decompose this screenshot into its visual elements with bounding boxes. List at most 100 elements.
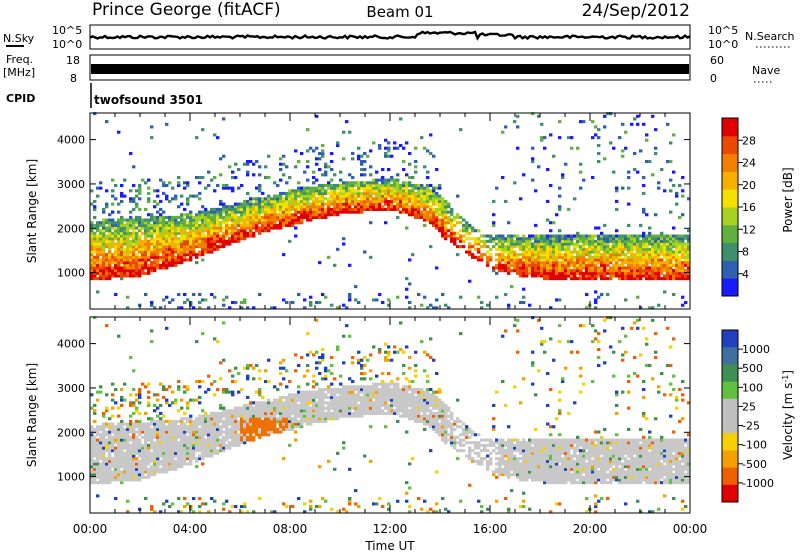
power-cell (198, 245, 202, 249)
power-cell (621, 258, 625, 262)
power-cell (141, 231, 145, 235)
velocity-cell (246, 427, 250, 431)
y-tick-label: 1000 (57, 267, 85, 280)
power-cell (381, 194, 385, 198)
velocity-cell (237, 441, 241, 445)
power-cell (648, 274, 652, 278)
power-cell (471, 226, 475, 230)
power-cell (579, 186, 583, 190)
power-cell (150, 255, 154, 259)
power-cell (507, 271, 511, 275)
power-cell (411, 253, 415, 257)
power-cell (345, 199, 349, 203)
velocity-cell (120, 446, 124, 450)
power-cell (228, 215, 232, 219)
velocity-cell (186, 446, 190, 450)
power-cell (102, 234, 106, 238)
power-cell (234, 223, 238, 227)
velocity-cell (159, 443, 163, 447)
power-cell (270, 207, 274, 211)
velocity-cell (105, 457, 109, 461)
power-cell (651, 239, 655, 243)
power-cell (555, 258, 559, 262)
power-cell (627, 242, 631, 246)
power-cell (621, 269, 625, 273)
power-cell (603, 245, 607, 249)
power-cell (537, 255, 541, 259)
velocity-cell (102, 411, 106, 415)
velocity-cell (144, 433, 148, 437)
power-cell (546, 253, 550, 257)
velocity-cell (120, 451, 124, 455)
velocity-cell (162, 385, 166, 389)
velocity-cell (222, 422, 226, 426)
power-cell (270, 306, 274, 310)
power-cell (651, 253, 655, 257)
velocity-cell (225, 390, 229, 394)
velocity-cell (102, 414, 106, 418)
power-cell (162, 221, 166, 225)
power-cell (171, 263, 175, 267)
power-cell (231, 186, 235, 190)
velocity-cell (213, 337, 217, 341)
velocity-cell (105, 481, 109, 485)
velocity-cell (267, 398, 271, 402)
power-cell (603, 271, 607, 275)
velocity-cell (147, 390, 151, 394)
power-cell (468, 226, 472, 230)
power-cell (609, 141, 613, 145)
power-cell (390, 194, 394, 198)
velocity-cell (156, 393, 160, 397)
power-cell (672, 255, 676, 259)
power-cell (543, 253, 547, 257)
power-cell (348, 298, 352, 302)
power-cell (192, 237, 196, 241)
power-cell (195, 226, 199, 230)
power-cell (615, 271, 619, 275)
power-cell (618, 269, 622, 273)
velocity-cell (99, 481, 103, 485)
power-cell (405, 191, 409, 195)
power-cell (477, 237, 481, 241)
velocity-cell (198, 419, 202, 423)
power-cell (534, 258, 538, 262)
velocity-cell (168, 435, 172, 439)
power-cell (132, 239, 136, 243)
velocity-cell (255, 364, 259, 368)
power-cell (315, 199, 319, 203)
power-cell (342, 210, 346, 214)
power-cell (285, 210, 289, 214)
velocity-cell (273, 398, 277, 402)
velocity-cell (252, 366, 256, 370)
power-cell (291, 189, 295, 193)
power-cell (501, 242, 505, 246)
velocity-cell (117, 433, 121, 437)
power-cell (153, 250, 157, 254)
power-cell (636, 271, 640, 275)
velocity-cell (162, 422, 166, 426)
power-cell (378, 146, 382, 150)
power-cell (273, 199, 277, 203)
power-cell (426, 186, 430, 190)
power-cell (240, 226, 244, 230)
power-cell (594, 234, 598, 238)
power-cell (321, 202, 325, 206)
velocity-cell (171, 454, 175, 458)
power-cell (486, 234, 490, 238)
power-cell (381, 205, 385, 209)
power-cell (348, 207, 352, 211)
velocity-cell (228, 422, 232, 426)
power-cell (441, 215, 445, 219)
velocity-cell (90, 433, 94, 437)
power-cell (201, 226, 205, 230)
velocity-cell (231, 425, 235, 429)
power-cell (132, 223, 136, 227)
power-cell (678, 245, 682, 249)
power-cell (183, 181, 187, 185)
power-cell (312, 215, 316, 219)
power-cell (189, 218, 193, 222)
power-cell (480, 245, 484, 249)
velocity-cell (111, 438, 115, 442)
power-cell (183, 247, 187, 251)
